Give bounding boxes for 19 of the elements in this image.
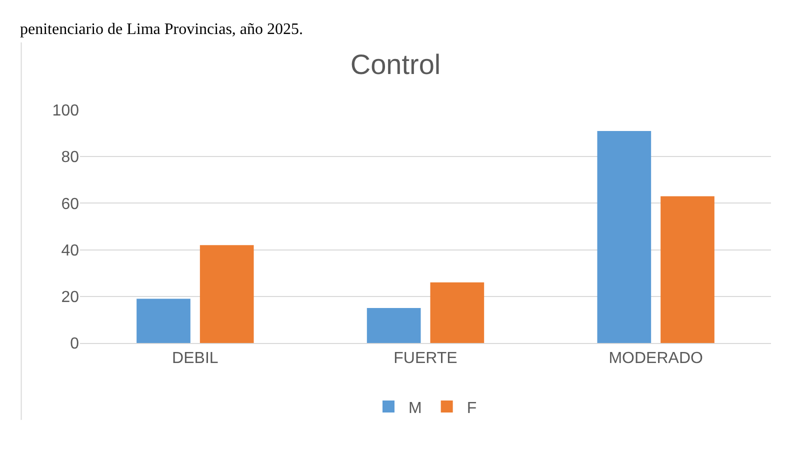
text: penitenciario de Lima Provincias, año 2025. <box>20 21 304 38</box>
legend-label: M <box>408 400 422 417</box>
x-tick-label: FUERTE <box>394 350 458 368</box>
y-tick-label: 40 <box>61 242 80 260</box>
bar <box>366 308 421 343</box>
y-tick-label: 20 <box>61 289 80 306</box>
x-tick-label: DEBIL <box>172 350 218 368</box>
bar <box>200 245 254 343</box>
y-tick-label: 0 <box>70 336 80 353</box>
legend-label: F <box>466 400 477 417</box>
bar <box>136 298 190 343</box>
bar <box>597 130 652 343</box>
y-tick-label: 100 <box>52 102 80 120</box>
y-tick-label: 80 <box>61 149 80 166</box>
bar <box>660 196 714 343</box>
chart-title: Control <box>350 48 441 80</box>
y-tick-label: 60 <box>61 196 80 213</box>
bar <box>430 282 484 343</box>
x-tick-label: MODERADO <box>608 350 703 368</box>
